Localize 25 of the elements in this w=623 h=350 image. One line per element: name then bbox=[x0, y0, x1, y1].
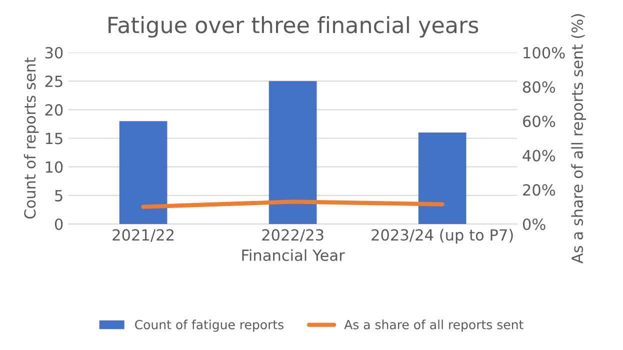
y2-tick-label: 100% bbox=[524, 46, 565, 59]
x-tick-label: 2023/24 (up to P7) bbox=[372, 228, 513, 244]
y-tick-label: 15 bbox=[46, 132, 62, 144]
x-axis-title: Financial Year bbox=[242, 249, 345, 262]
legend-label: Count of fatigue reports bbox=[135, 320, 284, 332]
y-tick-label: 5 bbox=[55, 190, 62, 202]
y-tick-label: 0 bbox=[54, 218, 63, 230]
x-tick-label: 2022/23 bbox=[262, 229, 324, 242]
x-tick-label: 2021/22 bbox=[112, 229, 174, 242]
y-tick-label: 30 bbox=[45, 46, 63, 59]
legend-label: As a share of all reports sent bbox=[344, 320, 524, 332]
y-tick-label: 20 bbox=[45, 104, 63, 116]
bar bbox=[268, 81, 317, 224]
y2-tick-label: 20% bbox=[523, 184, 556, 196]
bar bbox=[418, 132, 466, 224]
y-tick-label: 10 bbox=[46, 161, 63, 173]
y-axis-title: Count of reports sent bbox=[24, 57, 39, 219]
y2-tick-label: 40% bbox=[522, 150, 556, 162]
y2-tick-label: 60% bbox=[523, 116, 556, 128]
chart-title: Fatigue over three financial years bbox=[108, 16, 478, 38]
y2-tick-label: 0% bbox=[522, 218, 546, 230]
y-tick-label: 25 bbox=[45, 76, 62, 88]
y2-axis-title: As a share of all reports sent (%) bbox=[571, 14, 586, 264]
y2-tick-label: 80% bbox=[522, 81, 556, 93]
bar bbox=[119, 121, 168, 224]
